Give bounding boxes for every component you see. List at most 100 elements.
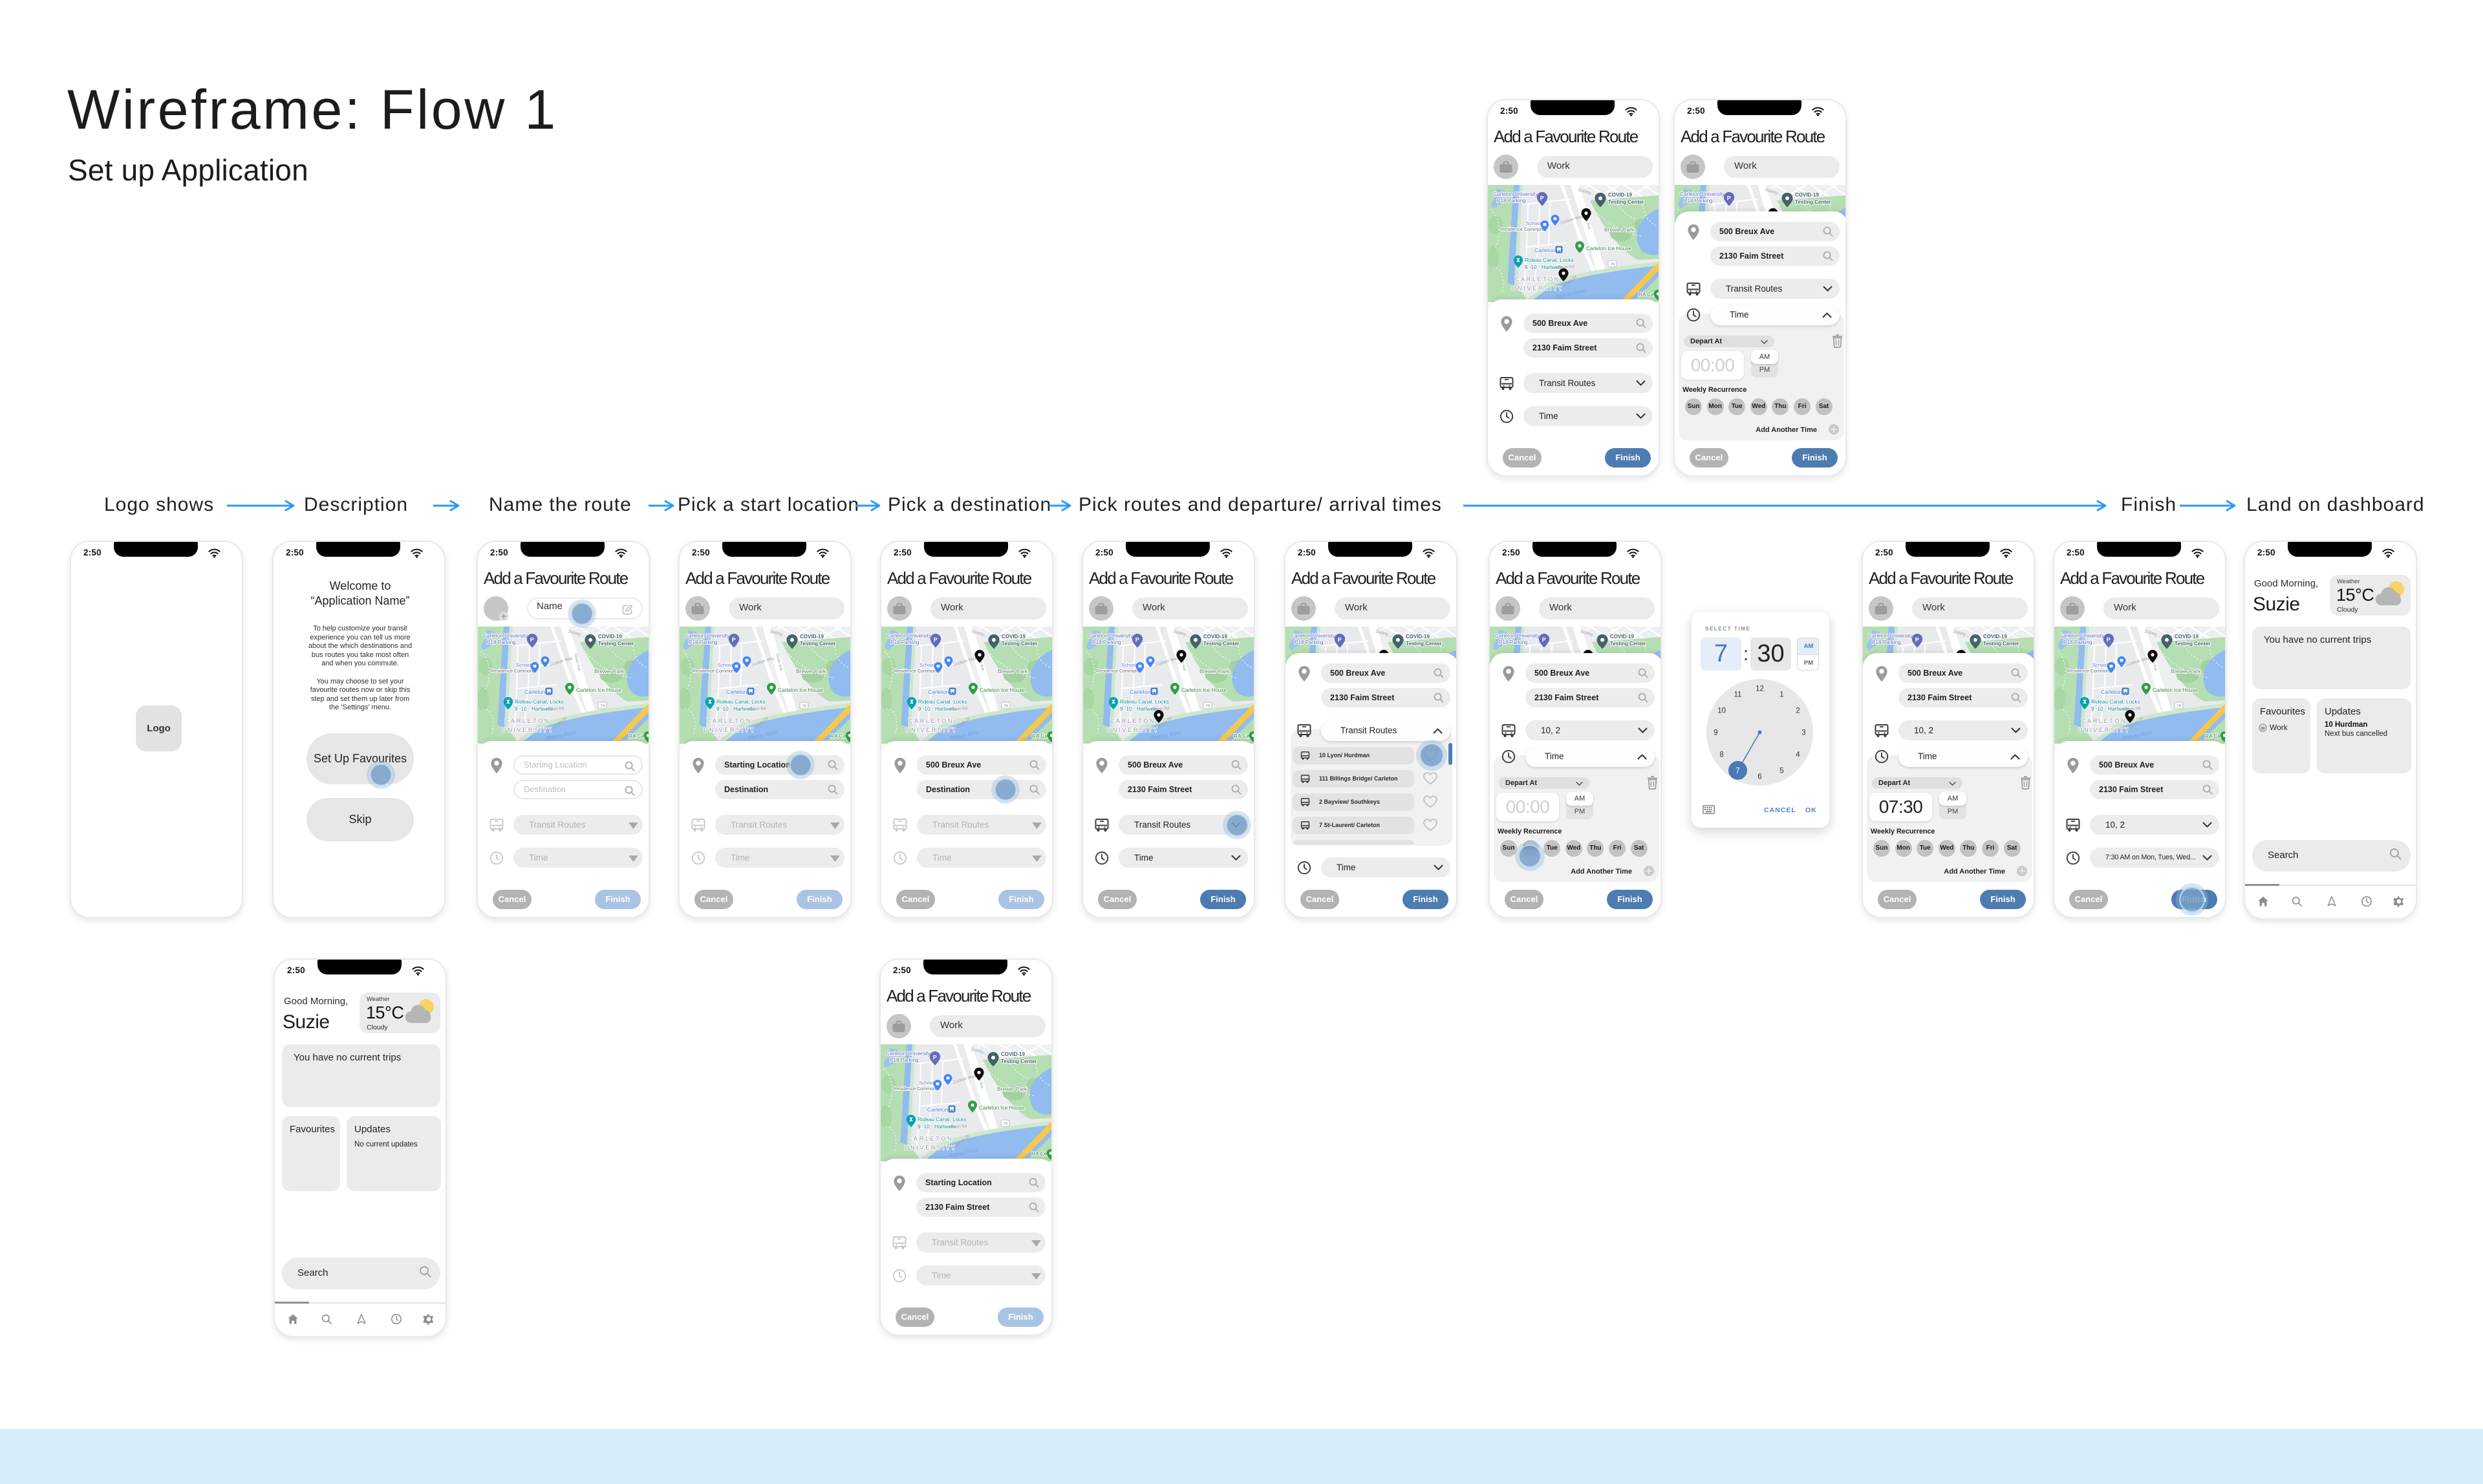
svg-text:Raven Rd: Raven Rd [748,706,766,712]
svg-text:4: 4 [1796,751,1800,759]
svg-text:Rideau Canal, Locks: Rideau Canal, Locks [1120,699,1169,705]
svg-text:UNIVERSITY: UNIVERSITY [905,727,958,733]
svg-text:Brewer Park: Brewer Park [997,1086,1027,1092]
svg-text:COVID-19: COVID-19 [1001,1051,1025,1057]
svg-text:Brewer Park: Brewer Park [1604,226,1635,233]
svg-text:Brewer Park: Brewer Park [796,668,826,674]
svg-text:COVID-19: COVID-19 [1610,634,1634,640]
svg-text:9 -10 - Hartwells: 9 -10 - Hartwells [716,706,755,712]
svg-text:CARLETON: CARLETON [707,718,752,724]
svg-text:12: 12 [1756,685,1764,693]
svg-text:Carleton: Carleton [1534,247,1556,253]
svg-text:P: P [1135,636,1139,643]
svg-text:Residence Commons: Residence Commons [1501,226,1545,232]
svg-text:COVID-19: COVID-19 [1002,634,1026,640]
svg-text:Brewer Park: Brewer Park [594,668,625,674]
svg-text:UNIVERSITY: UNIVERSITY [502,727,554,733]
svg-text:P18 Parking: P18 Parking [2063,640,2092,645]
svg-text:11: 11 [1734,691,1742,699]
svg-text:COVID-19: COVID-19 [1608,192,1632,198]
svg-text:School: School [516,662,532,668]
svg-text:UNIVERSITY: UNIVERSITY [2078,727,2131,733]
svg-text:School: School [1121,662,1137,668]
svg-text:Carleton University: Carleton University [1291,633,1336,639]
svg-text:Raven Rd: Raven Rd [950,706,968,712]
svg-text:P: P [732,636,736,643]
svg-text:CARLETON: CARLETON [1110,718,1156,724]
svg-text:Testing Center: Testing Center [1203,641,1239,647]
svg-text:Testing Center: Testing Center [1001,1059,1037,1064]
svg-text:Carleton: Carleton [524,689,546,695]
svg-text:RA Centre: RA Centre [2205,733,2226,739]
svg-text:Testing Center: Testing Center [1610,641,1646,647]
svg-text:Carleton University: Carleton University [1495,633,1540,639]
svg-text:P18 Parking: P18 Parking [890,1057,919,1063]
svg-text:Carleton Ice House: Carleton Ice House [2153,687,2198,693]
svg-text:9 -10 - Hartwells: 9 -10 - Hartwells [1120,706,1159,712]
svg-text:P18 Parking: P18 Parking [890,640,919,645]
svg-text:79: 79 [1206,705,1210,709]
svg-text:COVID-19: COVID-19 [800,634,824,640]
svg-text:Testing Center: Testing Center [1002,641,1037,647]
svg-text:Raven Rd: Raven Rd [1152,706,1170,712]
svg-text:Residence Commons: Residence Commons [2067,668,2112,674]
svg-text:CARLETON: CARLETON [1515,276,1560,283]
svg-text:Rideau Canal, Locks: Rideau Canal, Locks [515,699,564,705]
svg-text:Carleton Ice House: Carleton Ice House [1181,687,1227,693]
svg-text:School: School [1526,220,1542,226]
svg-text:P18 Parking: P18 Parking [1872,640,1901,645]
svg-text:Testing Center: Testing Center [1795,199,1831,205]
svg-text:COVID-19: COVID-19 [1203,634,1227,640]
svg-text:School: School [2092,662,2108,668]
svg-text:1: 1 [1779,691,1783,699]
svg-text:RA Centre: RA Centre [1031,1150,1053,1157]
svg-text:Testing Center: Testing Center [2175,641,2210,647]
svg-text:Carleton University: Carleton University [887,633,932,639]
svg-text:CARLETON: CARLETON [908,718,954,724]
svg-text:79: 79 [1004,705,1008,709]
svg-text:COVID-19: COVID-19 [2175,634,2198,640]
svg-text:COVID-19: COVID-19 [598,634,622,640]
svg-text:79: 79 [802,705,806,709]
svg-text:School: School [919,662,935,668]
svg-text:RA Centre: RA Centre [1639,291,1660,297]
svg-text:Carleton: Carleton [2101,689,2122,695]
svg-text:5: 5 [1779,767,1783,775]
svg-text:Raven Rd: Raven Rd [1556,264,1575,270]
svg-text:P: P [1727,195,1731,201]
svg-text:Testing Center: Testing Center [1406,641,1441,647]
svg-text:Rideau Canal, Locks: Rideau Canal, Locks [918,1117,967,1123]
svg-text:Raven Rd: Raven Rd [949,1124,967,1130]
svg-text:Residence Commons: Residence Commons [693,668,737,674]
svg-text:P: P [1542,636,1546,643]
svg-text:COVID-19: COVID-19 [1406,634,1430,640]
svg-text:Raven Rd: Raven Rd [2123,706,2141,712]
svg-text:Testing Center: Testing Center [1608,199,1644,205]
svg-text:Residence Commons: Residence Commons [1096,668,1141,674]
svg-text:9 -10 - Hartwells: 9 -10 - Hartwells [2091,706,2130,712]
svg-text:Carleton University: Carleton University [685,633,730,639]
svg-text:P: P [2107,636,2111,643]
svg-text:Carleton University: Carleton University [1088,633,1134,639]
svg-text:COVID-19: COVID-19 [1983,634,2007,640]
svg-text:P18 Parking: P18 Parking [689,640,718,645]
svg-text:Carleton: Carleton [927,1106,949,1113]
svg-text:P: P [1540,195,1544,201]
svg-text:Testing Center: Testing Center [1983,641,2019,647]
svg-text:Carleton Ice House: Carleton Ice House [1586,246,1632,252]
svg-text:P: P [934,636,938,643]
svg-text:P18 Parking: P18 Parking [487,640,516,645]
svg-text:79: 79 [1611,263,1615,267]
svg-text:COVID-19: COVID-19 [1795,192,1819,198]
svg-text:Rideau Canal, Locks: Rideau Canal, Locks [918,699,967,705]
svg-text:School: School [919,1080,934,1086]
svg-text:Residence Commons: Residence Commons [894,1086,938,1091]
svg-text:10: 10 [1717,707,1726,715]
svg-text:Raven Rd: Raven Rd [546,706,564,712]
svg-text:Rideau Canal, Locks: Rideau Canal, Locks [1525,257,1574,263]
svg-text:Carleton University: Carleton University [1680,191,1725,197]
svg-text:Carleton Ice House: Carleton Ice House [778,687,824,693]
svg-text:UNIVERSITY: UNIVERSITY [704,727,756,733]
svg-text:79: 79 [601,705,605,709]
svg-text:Residence Commons: Residence Commons [894,668,939,674]
